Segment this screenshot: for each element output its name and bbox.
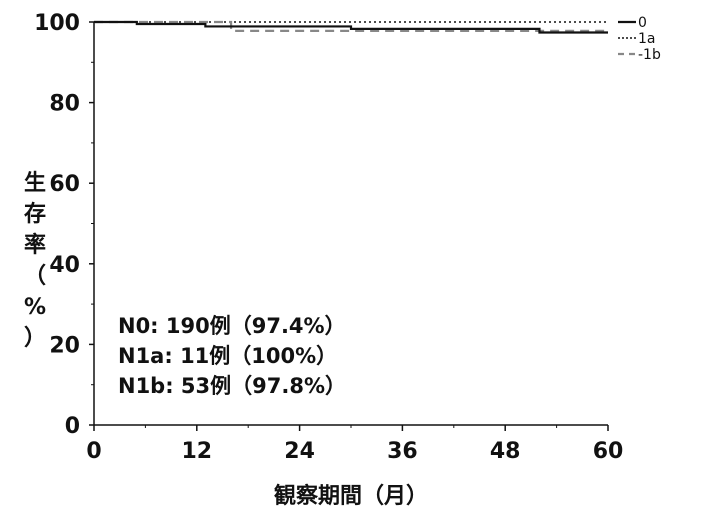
x-tick-label: 12 xyxy=(181,439,212,464)
y-axis-ticks: 0 20 40 60 80 100 xyxy=(34,11,94,439)
y-tick-label: 20 xyxy=(49,333,80,358)
legend-label-0: 0 xyxy=(638,15,647,31)
legend-label-1b: -1b xyxy=(638,47,661,63)
x-tick-label: 36 xyxy=(387,439,418,464)
annotation-n0: N0: 190例（97.4%） xyxy=(118,314,346,338)
x-tick-label: 0 xyxy=(86,439,101,464)
y-axis-title-char: % xyxy=(24,295,46,320)
y-tick-label: 80 xyxy=(49,92,80,117)
x-axis-title: 観察期間（月） xyxy=(274,483,428,509)
annotation-n1b: N1b: 53例（97.8%） xyxy=(118,374,346,398)
x-tick-label: 24 xyxy=(284,439,315,464)
series-line-1b xyxy=(94,20,608,32)
x-tick-label: 48 xyxy=(490,439,521,464)
y-tick-label: 0 xyxy=(65,414,80,439)
legend: 01a-1b xyxy=(618,15,661,63)
annotation-n1a: N1a: 11例（100%） xyxy=(118,344,337,368)
y-axis-title-char: 存 xyxy=(24,201,46,227)
y-tick-label: 60 xyxy=(49,172,80,197)
y-axis-title-char: ） xyxy=(24,326,46,351)
legend-label-1a: 1a xyxy=(638,31,656,47)
x-axis-ticks: 0 12 24 36 48 60 xyxy=(86,425,623,464)
y-axis-title: 生存率 （% ） xyxy=(24,171,46,351)
y-tick-label: 40 xyxy=(49,253,80,278)
y-axis-title-char: 生 xyxy=(24,171,46,196)
x-tick-label: 60 xyxy=(593,439,624,464)
y-axis-title-char: （ xyxy=(24,264,46,289)
y-tick-label: 100 xyxy=(34,11,80,36)
series-line-0 xyxy=(94,20,608,34)
series-layer xyxy=(94,20,608,34)
y-axis-title-char: 率 xyxy=(24,232,46,258)
